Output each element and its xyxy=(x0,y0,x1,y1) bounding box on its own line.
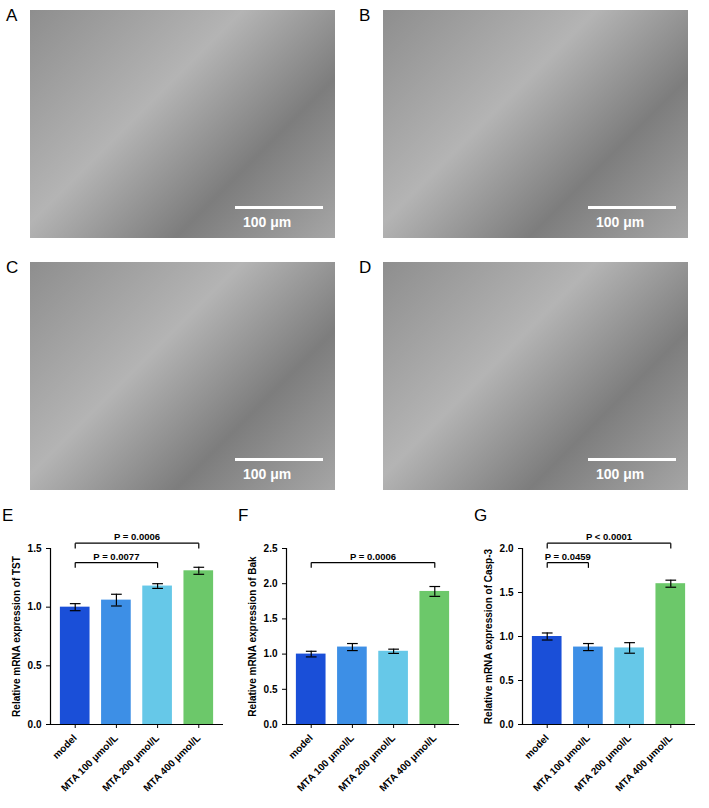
svg-text:1.0: 1.0 xyxy=(500,631,514,642)
svg-text:model: model xyxy=(286,732,315,761)
svg-text:MTA 100 μmol/L: MTA 100 μmol/L xyxy=(58,732,121,794)
svg-text:2.0: 2.0 xyxy=(500,543,514,554)
html-text:E: E xyxy=(2,506,14,525)
html-text:100 μm: 100 μm xyxy=(243,214,292,230)
html-text:B: B xyxy=(359,6,371,25)
svg-text:0.5: 0.5 xyxy=(28,660,42,671)
svg-text:1.0: 1.0 xyxy=(28,601,42,612)
svg-text:0.5: 0.5 xyxy=(264,684,278,695)
html-text:100 μm: 100 μm xyxy=(596,466,645,482)
svg-text:0.5: 0.5 xyxy=(500,675,514,686)
html-text:A: A xyxy=(6,6,18,25)
svg-text:0.0: 0.0 xyxy=(28,719,42,730)
svg-text:MTA 200 μmol/L: MTA 200 μmol/L xyxy=(100,732,162,794)
svg-text:1.5: 1.5 xyxy=(500,587,514,598)
svg-text:MTA 100 μmol/L: MTA 100 μmol/L xyxy=(530,732,593,794)
html-text:D: D xyxy=(359,258,372,277)
html-text:G: G xyxy=(474,506,488,525)
svg-text:P = 0.0459: P = 0.0459 xyxy=(545,551,591,562)
svg-text:Relative mRNA expression of Ca: Relative mRNA expression of Casp-3 xyxy=(483,548,494,724)
svg-text:1.0: 1.0 xyxy=(264,648,278,659)
html-text:100 μm: 100 μm xyxy=(243,466,292,482)
svg-text:P = 0.0077: P = 0.0077 xyxy=(93,551,139,562)
svg-text:Relative mRNA expression of TS: Relative mRNA expression of TST xyxy=(11,556,22,717)
svg-text:model: model xyxy=(50,732,79,761)
svg-text:MTA 100 μmol/L: MTA 100 μmol/L xyxy=(294,732,357,794)
html-text:C: C xyxy=(6,258,19,277)
svg-text:2.5: 2.5 xyxy=(264,543,278,554)
svg-text:P = 0.0006: P = 0.0006 xyxy=(114,531,160,542)
svg-text:0.0: 0.0 xyxy=(500,719,514,730)
svg-text:2.0: 2.0 xyxy=(264,578,278,589)
svg-text:MTA 400 μmol/L: MTA 400 μmol/L xyxy=(613,732,674,793)
svg-text:MTA 200 μmol/L: MTA 200 μmol/L xyxy=(572,732,634,794)
svg-text:0.0: 0.0 xyxy=(264,719,278,730)
svg-text:Relative mRNA expression of Ba: Relative mRNA expression of Bak xyxy=(247,556,258,717)
svg-text:model: model xyxy=(522,732,551,761)
svg-text:P < 0.0001: P < 0.0001 xyxy=(586,531,633,542)
svg-text:MTA 400 μmol/L: MTA 400 μmol/L xyxy=(377,732,438,793)
html-text:F: F xyxy=(238,506,249,525)
svg-text:P = 0.0006: P = 0.0006 xyxy=(350,551,396,562)
svg-text:MTA 200 μmol/L: MTA 200 μmol/L xyxy=(336,732,398,794)
html-text:100 μm: 100 μm xyxy=(596,214,645,230)
svg-text:1.5: 1.5 xyxy=(264,613,278,624)
svg-text:MTA 400 μmol/L: MTA 400 μmol/L xyxy=(141,732,202,793)
svg-text:1.5: 1.5 xyxy=(28,543,42,554)
